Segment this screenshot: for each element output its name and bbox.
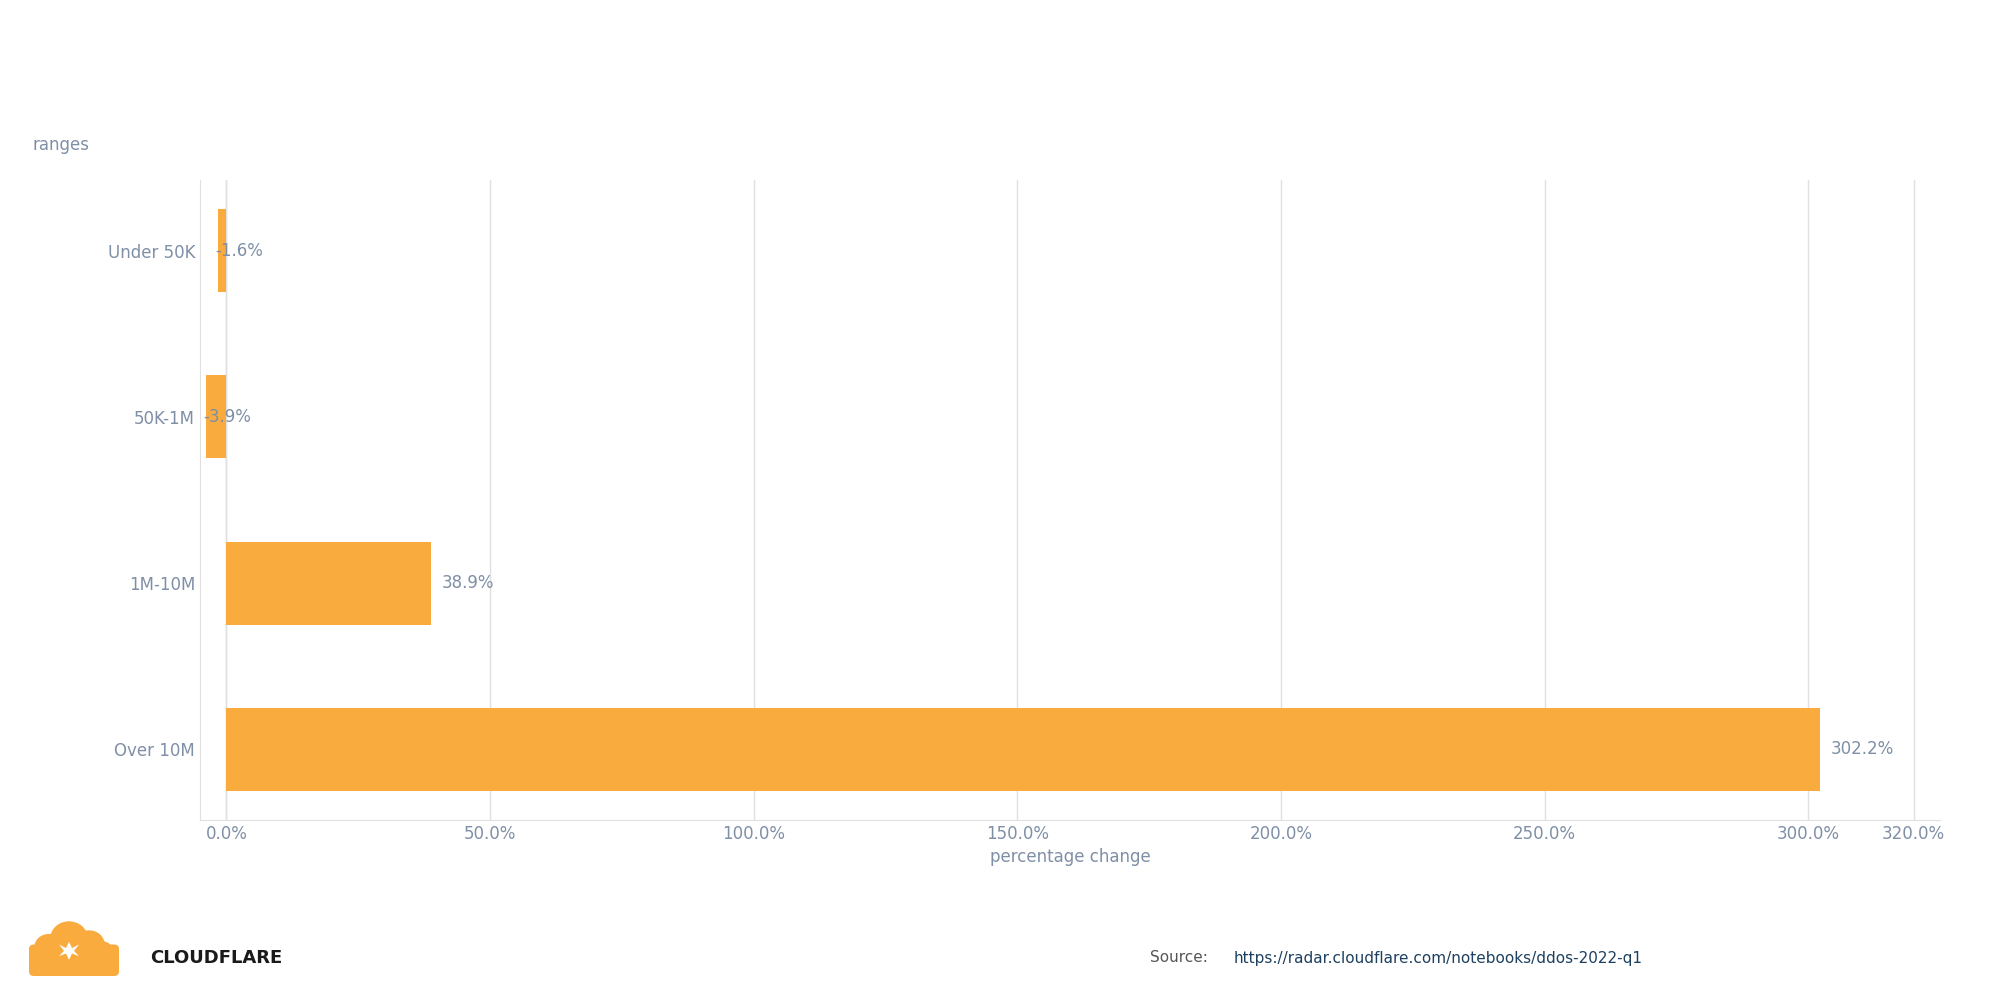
Bar: [226, 542, 432, 625]
Bar: [218, 209, 226, 292]
Text: https://radar.cloudflare.com/notebooks/ddos-2022-q1: https://radar.cloudflare.com/notebooks/d…: [1234, 950, 1644, 966]
Circle shape: [36, 935, 64, 960]
Text: Source:: Source:: [1150, 950, 1212, 966]
Text: -3.9%: -3.9%: [204, 408, 252, 426]
Text: -1.6%: -1.6%: [216, 242, 264, 260]
Text: CLOUDFLARE: CLOUDFLARE: [150, 949, 282, 967]
Y-axis label: ranges: ranges: [32, 136, 90, 154]
Bar: [206, 375, 226, 458]
Circle shape: [52, 922, 88, 954]
Polygon shape: [60, 942, 80, 960]
Text: Network-Layer DDoS Attacks - QoQ change in packet rate: Network-Layer DDoS Attacks - QoQ change …: [50, 61, 1038, 90]
X-axis label: percentage change: percentage change: [990, 848, 1150, 866]
Circle shape: [74, 931, 104, 958]
Text: 38.9%: 38.9%: [442, 574, 494, 592]
FancyBboxPatch shape: [28, 944, 120, 976]
Bar: [226, 708, 1820, 791]
Text: 302.2%: 302.2%: [1830, 740, 1894, 758]
Circle shape: [92, 942, 112, 960]
